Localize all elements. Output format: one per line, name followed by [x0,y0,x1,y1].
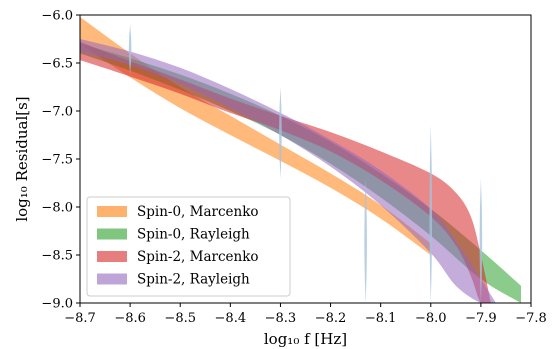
x-tick-label: −8.2 [315,311,347,326]
x-tick-label: −8.1 [365,311,397,326]
legend-swatch [97,206,127,217]
x-tick-label: −8.6 [114,311,146,326]
band-series-0 [80,16,431,256]
x-tick-label: −8.3 [265,311,297,326]
y-axis-ticks: −9.0 −8.5 −8.0 −7.5 −7.0 −6.5 −6.0 [41,9,80,312]
legend: Spin-0, Marcenko Spin-0, Rayleigh Spin-2, … [86,196,291,297]
legend-swatch [97,273,127,285]
x-tick-label: −7.8 [515,311,547,326]
legend-box [86,196,291,297]
x-axis-ticks: −8.7 −8.6 −8.5 −8.4 −8.3 −8.2 −8.1 −8.0 −7.9 −7.8 [64,303,547,326]
legend-swatch [97,251,127,262]
legend-swatch [97,228,127,240]
y-tick-label: −9.0 [41,297,73,312]
y-tick-label: −7.5 [41,153,73,168]
spike-marker-3 [429,125,433,303]
spike-marker-1 [279,87,282,179]
y-tick-label: −7.0 [41,105,73,120]
y-axis-label: log₁₀ Residual[s] [13,96,31,221]
x-tick-label: −8.7 [64,311,96,326]
legend-label: Spin-0, Rayleigh [137,227,250,243]
series-bands [80,16,521,303]
y-tick-label: −6.5 [41,57,73,72]
x-tick-label: −8.5 [164,311,196,326]
x-axis-label: log₁₀ f [Hz] [264,330,347,348]
spike-marker-4 [479,178,483,303]
legend-label: Spin-2, Rayleigh [137,272,250,288]
x-tick-label: −8.4 [215,311,247,326]
legend-label: Spin-0, Marcenko [137,204,259,220]
spike-markers [128,24,483,303]
legend-label: Spin-2, Marcenko [137,249,259,265]
y-tick-label: −8.5 [41,249,73,264]
x-tick-label: −8.0 [415,311,447,326]
x-tick-label: −7.9 [465,311,497,326]
y-tick-label: −6.0 [41,9,73,24]
spike-marker-0 [128,24,132,75]
band-series-3 [80,39,496,303]
band-series-2 [80,41,491,303]
y-tick-label: −8.0 [41,201,73,216]
spike-marker-2 [364,178,367,303]
